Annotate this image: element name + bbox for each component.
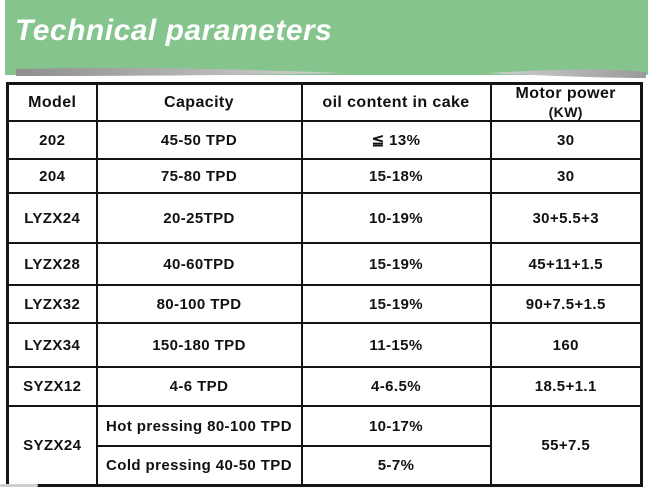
- table-row: LYZX32 80-100 TPD 15-19% 90+7.5+1.5: [6, 284, 643, 324]
- cell-capacity: 4-6 TPD: [95, 366, 303, 407]
- cell-capacity: Hot pressing 80-100 TPD: [95, 405, 303, 447]
- cell-model: 202: [6, 120, 98, 160]
- cell-oil-content: ≦ 13%: [300, 120, 492, 160]
- cell-model: SYZX12: [6, 366, 98, 407]
- cell-model: LYZX32: [6, 284, 98, 324]
- cell-capacity: 45-50 TPD: [95, 120, 303, 160]
- table-row-group-top: SYZX24 Hot pressing 80-100 TPD 10-17% 55…: [6, 405, 643, 486]
- table-row: 204 75-80 TPD 15-18% 30: [6, 158, 643, 194]
- table-row: 202 45-50 TPD ≦ 13% 30: [6, 120, 643, 160]
- cell-capacity: Cold pressing 40-50 TPD: [95, 445, 303, 486]
- cell-oil-content: 5-7%: [300, 445, 492, 486]
- bottom-left-shadow: [0, 484, 38, 487]
- header-model: Model: [6, 82, 98, 122]
- header-motor-power-unit: (KW): [548, 104, 583, 120]
- cell-motor-power: 45+11+1.5: [489, 242, 643, 286]
- cell-capacity: 80-100 TPD: [95, 284, 303, 324]
- cell-model: 204: [6, 158, 98, 194]
- cell-oil-content: 15-18%: [300, 158, 492, 194]
- title-banner: Technical parameters: [5, 0, 648, 75]
- cell-motor-power: 18.5+1.1: [489, 366, 643, 407]
- header-motor-power: Motor power (KW): [489, 82, 643, 122]
- cell-model-spanned: SYZX24: [6, 405, 98, 486]
- header-oil-content: oil content in cake: [300, 82, 492, 122]
- table-row: LYZX24 20-25TPD 10-19% 30+5.5+3: [6, 192, 643, 244]
- cell-capacity: 40-60TPD: [95, 242, 303, 286]
- table-row: LYZX28 40-60TPD 15-19% 45+11+1.5: [6, 242, 643, 286]
- header-motor-power-line1: Motor power: [515, 85, 616, 102]
- table-row: LYZX34 150-180 TPD 11-15% 160: [6, 322, 643, 368]
- table-row-group-bottom: Cold pressing 40-50 TPD 5-7%: [8, 445, 642, 486]
- cell-motor-power: 30: [489, 158, 643, 194]
- cell-motor-power: 30: [489, 120, 643, 160]
- cell-motor-power-spanned: 55+7.5: [489, 405, 643, 486]
- cell-capacity: 150-180 TPD: [95, 322, 303, 368]
- cell-motor-power: 90+7.5+1.5: [489, 284, 643, 324]
- cell-motor-power: 160: [489, 322, 643, 368]
- page-title: Technical parameters: [15, 14, 333, 47]
- cell-model: LYZX34: [6, 322, 98, 368]
- header-capacity: Capacity: [95, 82, 303, 122]
- cell-oil-content: 10-19%: [300, 192, 492, 244]
- cell-oil-content: 15-19%: [300, 242, 492, 286]
- cell-motor-power: 30+5.5+3: [489, 192, 643, 244]
- cell-oil-content: 15-19%: [300, 284, 492, 324]
- table-row: SYZX12 4-6 TPD 4-6.5% 18.5+1.1: [6, 366, 643, 407]
- cell-model: LYZX28: [6, 242, 98, 286]
- banner-shadow-swoosh: [16, 67, 646, 78]
- cell-oil-content: 4-6.5%: [300, 366, 492, 407]
- cell-capacity: 20-25TPD: [95, 192, 303, 244]
- technical-parameters-table: Model Capacity oil content in cake Motor…: [6, 82, 643, 487]
- cell-capacity: 75-80 TPD: [95, 158, 303, 194]
- cell-model: LYZX24: [6, 192, 98, 244]
- cell-oil-content: 10-17%: [300, 405, 492, 447]
- header-row: Model Capacity oil content in cake Motor…: [6, 82, 643, 122]
- cell-oil-content: 11-15%: [300, 322, 492, 368]
